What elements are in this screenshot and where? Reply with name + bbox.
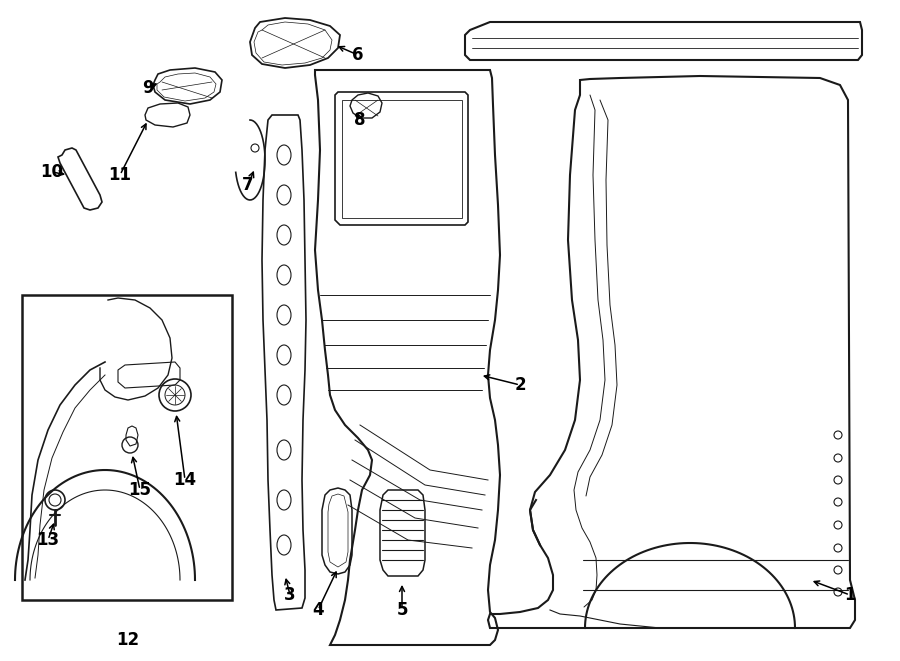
Text: 4: 4 (312, 601, 324, 619)
Text: 12: 12 (116, 631, 140, 649)
Text: 1: 1 (844, 586, 856, 604)
Text: 6: 6 (352, 46, 364, 64)
Text: 2: 2 (514, 376, 526, 394)
Text: 7: 7 (242, 176, 254, 194)
Text: 5: 5 (396, 601, 408, 619)
Text: 8: 8 (355, 111, 365, 129)
Bar (22, 295, 232, 600)
Text: 11: 11 (109, 166, 131, 184)
Text: 13: 13 (36, 531, 59, 549)
Text: 3: 3 (284, 586, 296, 604)
Text: 14: 14 (174, 471, 196, 489)
Text: 15: 15 (129, 481, 151, 499)
Text: 10: 10 (40, 163, 64, 181)
Text: 9: 9 (142, 79, 154, 97)
